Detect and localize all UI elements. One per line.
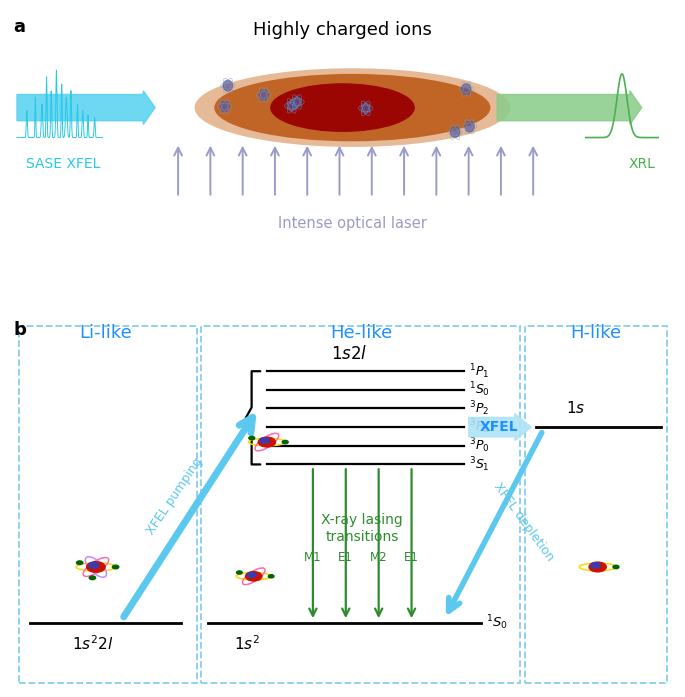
- Text: XFEL: XFEL: [479, 420, 519, 434]
- Text: XFEL pumping: XFEL pumping: [145, 455, 206, 537]
- Circle shape: [258, 437, 275, 447]
- Text: $^3P_0$: $^3P_0$: [469, 436, 489, 455]
- Circle shape: [220, 101, 229, 112]
- Text: XFEL depletion: XFEL depletion: [490, 481, 556, 564]
- Circle shape: [465, 121, 474, 132]
- Circle shape: [223, 80, 232, 91]
- Ellipse shape: [214, 74, 490, 141]
- Circle shape: [589, 562, 606, 572]
- Circle shape: [462, 84, 471, 94]
- Text: $1s^22l$: $1s^22l$: [72, 634, 113, 653]
- FancyArrow shape: [469, 414, 532, 441]
- Text: Highly charged ions: Highly charged ions: [253, 22, 432, 40]
- Circle shape: [259, 90, 269, 100]
- Circle shape: [361, 103, 371, 114]
- Circle shape: [282, 441, 288, 444]
- Text: $1s$: $1s$: [566, 400, 586, 416]
- Circle shape: [287, 100, 297, 111]
- Circle shape: [613, 565, 619, 569]
- FancyArrow shape: [17, 91, 155, 125]
- Circle shape: [269, 575, 274, 578]
- Text: $^3P_2$: $^3P_2$: [469, 399, 489, 418]
- Circle shape: [112, 565, 119, 569]
- Text: $^3P_1$: $^3P_1$: [469, 418, 489, 436]
- Text: Li-like: Li-like: [79, 324, 132, 342]
- Circle shape: [77, 561, 83, 565]
- Circle shape: [236, 571, 242, 574]
- Circle shape: [86, 562, 105, 572]
- Circle shape: [247, 572, 256, 577]
- Ellipse shape: [270, 83, 415, 132]
- Circle shape: [245, 572, 262, 581]
- Circle shape: [590, 562, 600, 568]
- Text: transitions: transitions: [325, 530, 399, 544]
- Circle shape: [88, 562, 99, 568]
- Circle shape: [292, 97, 301, 107]
- Text: H-like: H-like: [570, 324, 621, 342]
- Text: He-like: He-like: [329, 324, 392, 342]
- FancyArrow shape: [497, 91, 642, 125]
- Circle shape: [260, 438, 270, 443]
- Text: $^1S_0$: $^1S_0$: [469, 381, 490, 399]
- Text: E1: E1: [338, 551, 353, 564]
- Ellipse shape: [195, 68, 510, 147]
- Text: Intense optical laser: Intense optical laser: [278, 216, 427, 231]
- Text: SASE XFEL: SASE XFEL: [26, 157, 100, 171]
- Text: $^1S_0$: $^1S_0$: [486, 613, 508, 632]
- Text: E1: E1: [404, 551, 419, 564]
- Text: b: b: [14, 321, 27, 339]
- Text: a: a: [14, 17, 26, 36]
- FancyBboxPatch shape: [19, 326, 197, 682]
- Text: X-ray lasing: X-ray lasing: [321, 514, 403, 528]
- Circle shape: [451, 127, 460, 137]
- FancyBboxPatch shape: [525, 326, 667, 682]
- Text: $1s^2$: $1s^2$: [234, 634, 260, 653]
- Text: $^3S_1$: $^3S_1$: [469, 455, 490, 474]
- Text: $1s2l$: $1s2l$: [331, 345, 367, 363]
- Text: M2: M2: [370, 551, 388, 564]
- Circle shape: [249, 436, 255, 440]
- Circle shape: [89, 576, 96, 580]
- Text: $^1P_1$: $^1P_1$: [469, 362, 489, 381]
- Text: M1: M1: [304, 551, 322, 564]
- FancyBboxPatch shape: [201, 326, 520, 682]
- Text: XRL: XRL: [628, 157, 655, 171]
